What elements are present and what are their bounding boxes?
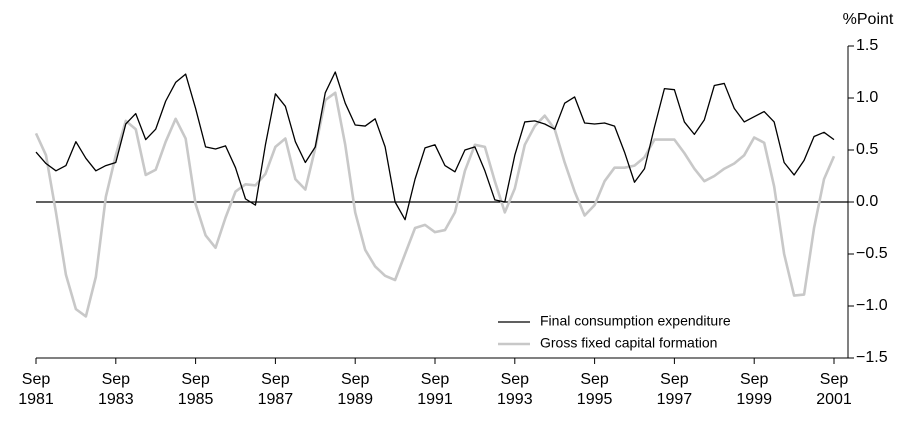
y-axis-label: %Point	[843, 11, 894, 28]
y-tick-label: 0.5	[856, 141, 878, 158]
x-tick-label: Sep 1981	[18, 371, 54, 408]
x-tick-label: Sep 2001	[816, 371, 852, 408]
y-tick-label: −1.0	[856, 297, 888, 314]
series-line	[35, 71, 835, 221]
legend-label: Final consumption expenditure	[540, 313, 731, 329]
x-tick-label: Sep 1991	[417, 371, 453, 408]
legend-label: Gross fixed capital formation	[540, 335, 717, 351]
x-tick-label: Sep 1983	[98, 371, 134, 408]
y-tick-label: 0.0	[856, 193, 878, 210]
x-tick-label: Sep 1995	[577, 371, 613, 408]
y-tick-label: −1.5	[856, 349, 888, 366]
y-tick-label: −0.5	[856, 245, 888, 262]
series-line	[34, 91, 836, 318]
y-tick-label: 1.0	[856, 89, 878, 106]
y-tick-label: 1.5	[856, 37, 878, 54]
x-tick-label: Sep 1999	[736, 371, 772, 408]
x-tick-label: Sep 1989	[337, 371, 373, 408]
x-tick-label: Sep 1985	[178, 371, 214, 408]
x-tick-label: Sep 1993	[497, 371, 533, 408]
x-tick-label: Sep 1997	[657, 371, 693, 408]
x-tick-label: Sep 1987	[258, 371, 294, 408]
